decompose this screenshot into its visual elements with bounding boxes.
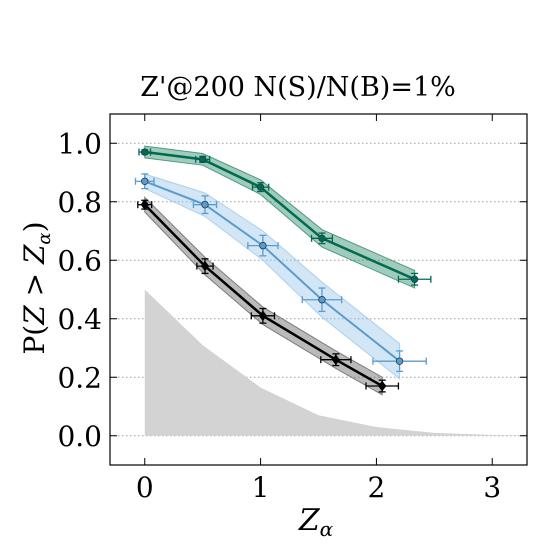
data-point <box>395 357 404 365</box>
y-axis-label: P(Z > Zα) <box>18 221 55 354</box>
series-band <box>144 196 383 396</box>
series-band <box>144 173 401 380</box>
data-point <box>201 200 209 209</box>
data-point <box>198 155 207 164</box>
y-tick-label: 0.4 <box>57 303 102 336</box>
data-point <box>140 199 149 210</box>
data-point <box>258 310 268 322</box>
data-point <box>259 241 267 250</box>
x-tick-label: 0 <box>136 471 154 504</box>
data-point <box>318 296 326 304</box>
x-axis-label: Zα <box>298 503 334 541</box>
x-tick-label: 3 <box>483 471 501 504</box>
y-tick-label: 0.2 <box>57 361 102 394</box>
data-point <box>141 148 149 156</box>
x-tick-label: 2 <box>368 471 386 504</box>
data-point <box>141 177 149 185</box>
data-point <box>410 275 419 283</box>
y-tick-label: 0.0 <box>57 420 102 453</box>
background-area <box>144 289 527 436</box>
series-band <box>144 145 416 289</box>
data-point <box>318 234 326 243</box>
data-point <box>378 380 387 392</box>
y-tick-label: 0.8 <box>57 186 102 219</box>
data-markers <box>140 148 419 392</box>
y-tick-label: 1.0 <box>57 127 102 160</box>
data-point <box>331 354 341 366</box>
plot-frame <box>109 113 528 466</box>
chart-title: Z'@200 N(S)/N(B)=1% <box>140 72 456 103</box>
uncertainty-bands <box>144 145 416 396</box>
tick-labels: 0.0 0.2 0.4 0.6 0.8 1.0 0 1 2 3 <box>57 127 501 504</box>
data-point <box>200 260 210 272</box>
background-distribution <box>144 289 527 436</box>
svg-text:Zα: Zα <box>298 503 334 541</box>
x-tick-label: 1 <box>252 471 270 504</box>
data-point <box>256 183 265 191</box>
svg-text:P(Z > Zα): P(Z > Zα) <box>18 221 55 354</box>
y-tick-label: 0.6 <box>57 244 102 277</box>
axis-ticks <box>110 114 527 465</box>
